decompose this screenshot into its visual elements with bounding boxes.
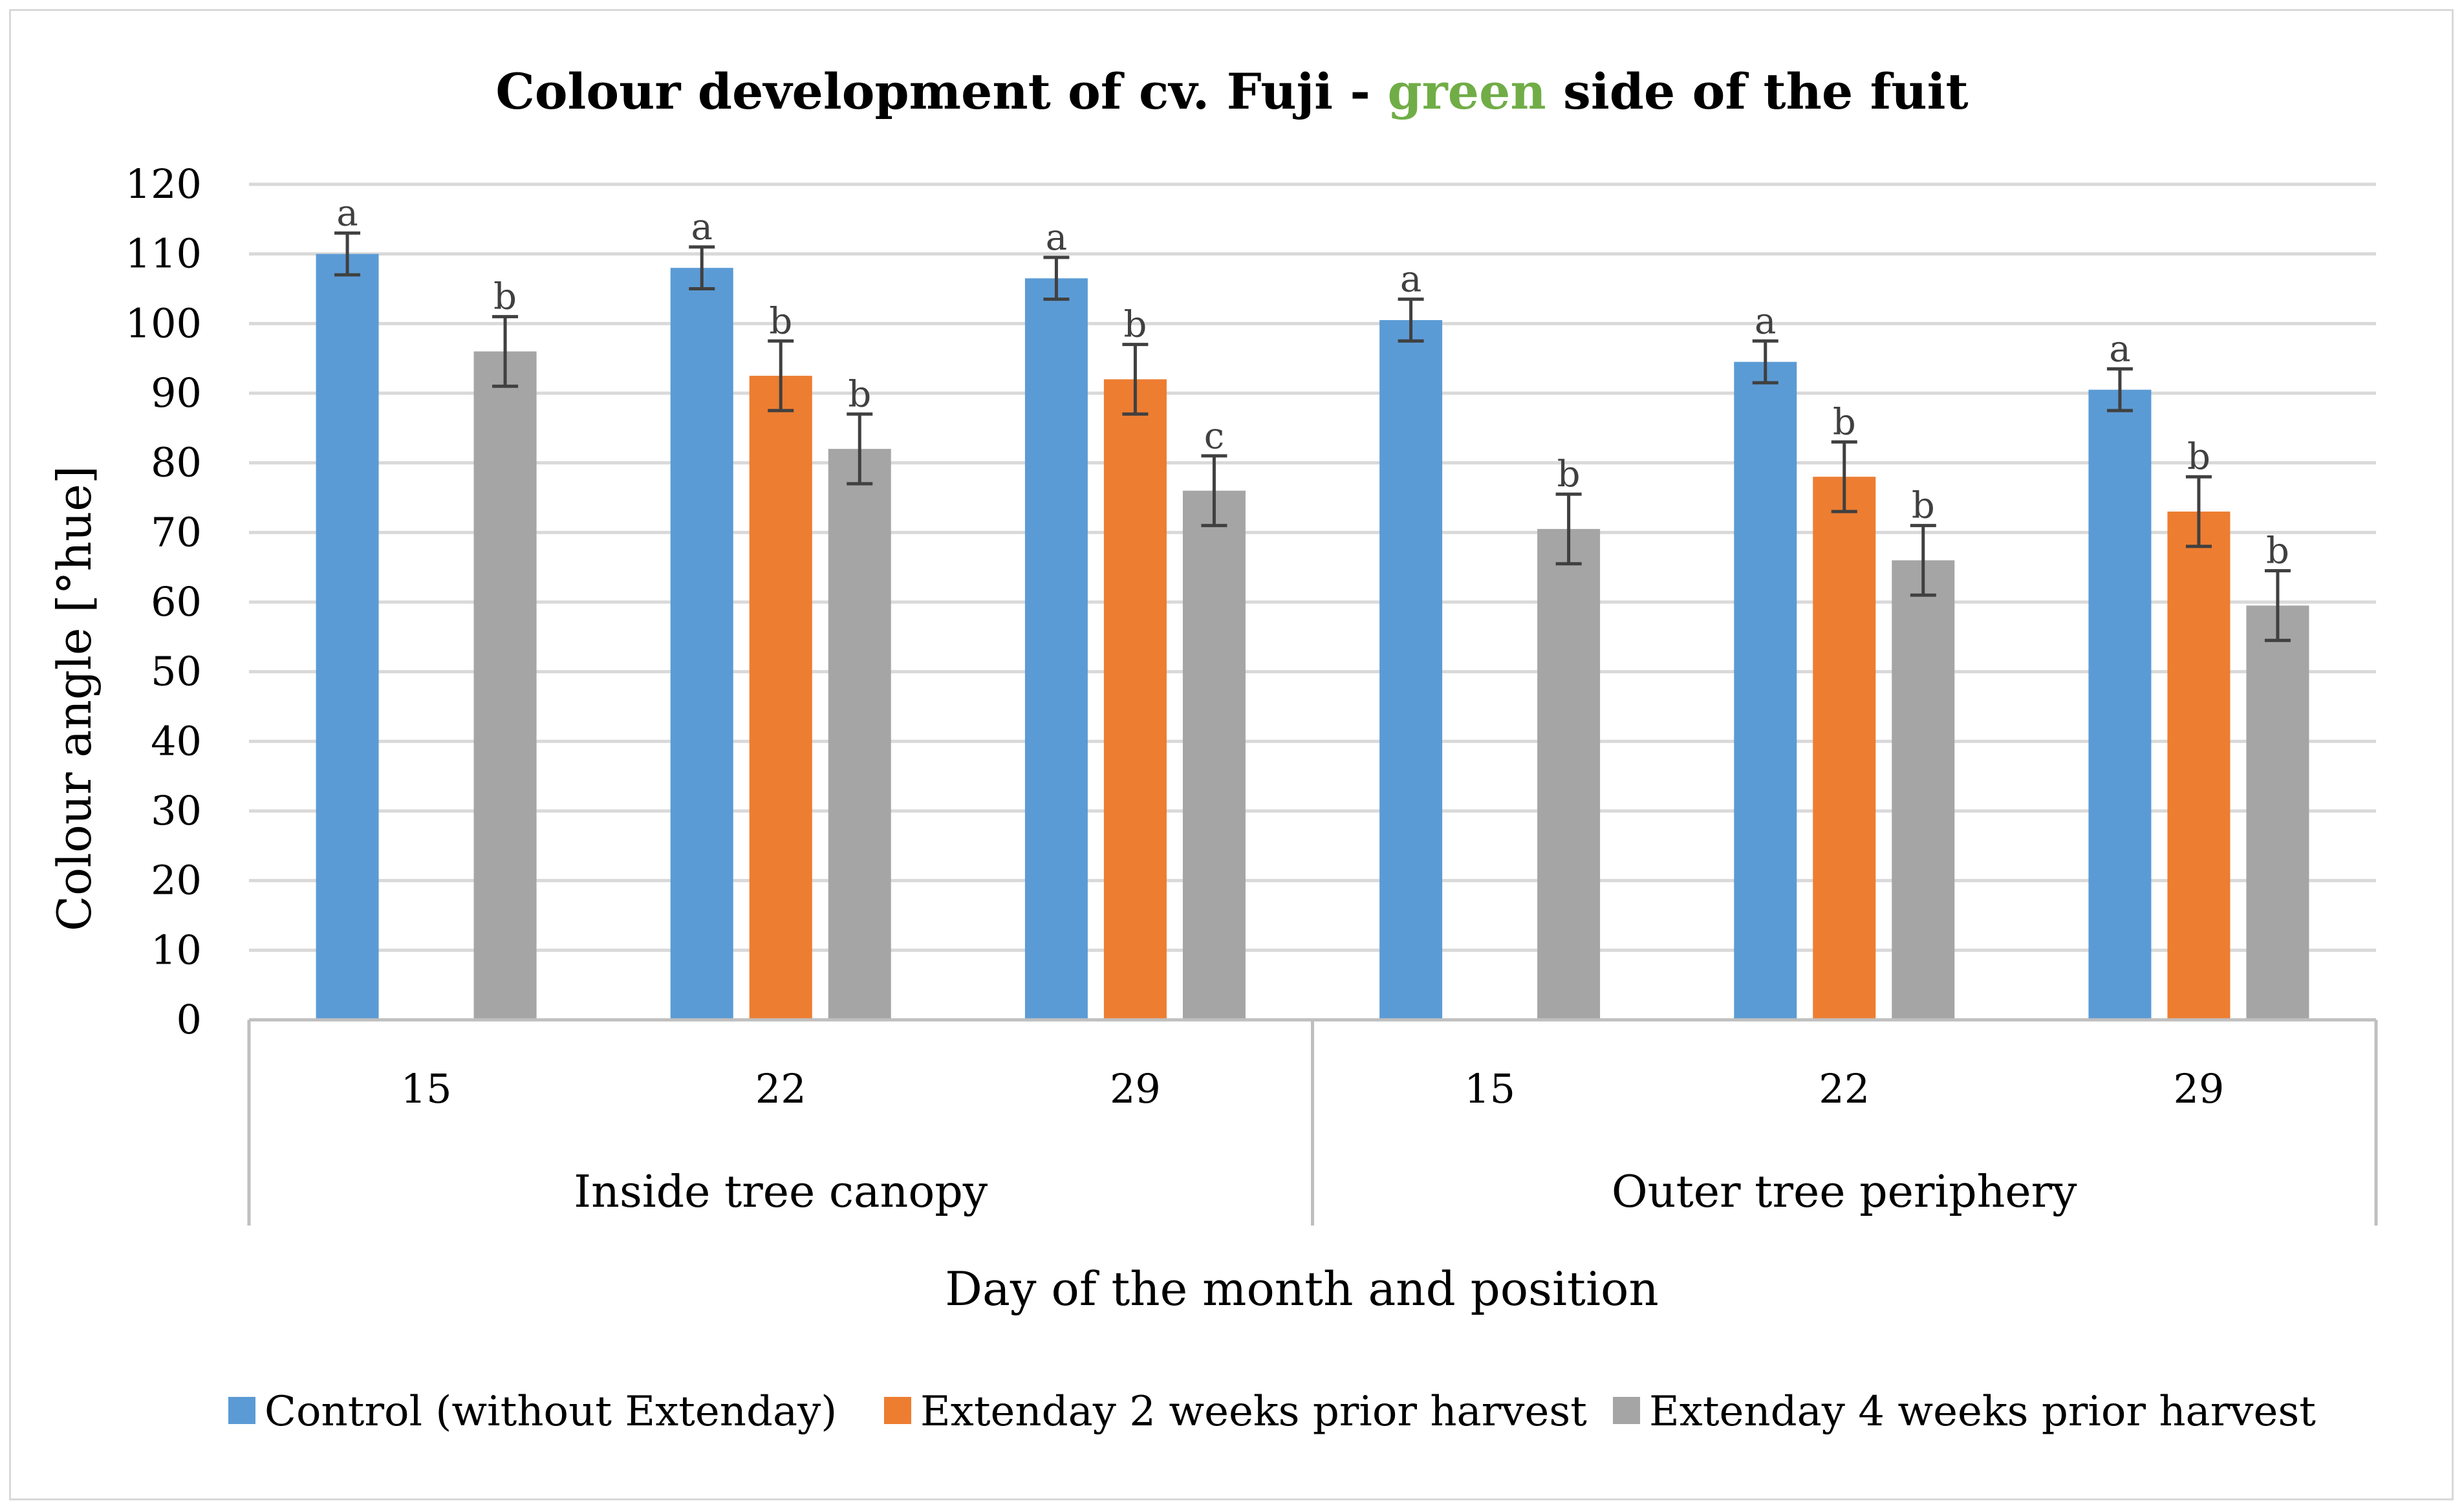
x-tick-label: 22 [755, 1065, 806, 1112]
bar [2088, 389, 2152, 1020]
legend-label: Extenday 2 weeks prior harvest [920, 1388, 1587, 1436]
significance-label: a [1400, 259, 1421, 301]
bar [1537, 528, 1601, 1020]
x-tick-label: 29 [1110, 1065, 1161, 1112]
bar [1813, 477, 1876, 1020]
y-tick-label: 100 [125, 299, 202, 347]
legend-label: Control (without Extenday) [265, 1388, 837, 1436]
legend: Control (without Extenday) Extenday 2 wee… [228, 1388, 2316, 1436]
group-label: Inside tree canopy [574, 1167, 988, 1218]
bar [1892, 560, 1955, 1020]
bar [473, 351, 537, 1020]
x-axis-title: Day of the month and position [945, 1262, 1658, 1316]
bar [1182, 490, 1246, 1020]
bar [1024, 278, 1088, 1021]
bars [316, 254, 2309, 1021]
x-tick-label: 29 [2173, 1065, 2224, 1112]
title-part-3: side of the fuit [1546, 63, 1969, 120]
bar [1734, 362, 1797, 1020]
title-accent-word: green [1387, 63, 1546, 120]
y-tick-label: 90 [151, 369, 202, 416]
significance-label: b [1123, 304, 1147, 346]
significance-label: a [691, 206, 713, 248]
y-tick-labels: 0 10 20 30 40 50 60 70 80 90 100 110 120 [125, 160, 202, 1043]
bar [670, 268, 733, 1021]
bar [749, 376, 812, 1020]
significance-label: b [848, 373, 871, 415]
significance-labels: a a a a a a b b b b b b c b b b [336, 192, 2289, 572]
y-tick-label: 120 [125, 160, 202, 208]
significance-label: a [2109, 328, 2130, 370]
significance-label: b [493, 276, 517, 318]
bar [1379, 319, 1443, 1021]
bar [2246, 605, 2309, 1020]
y-tick-label: 60 [151, 578, 202, 625]
y-axis-title: Colour angle [°hue] [47, 466, 102, 931]
significance-label: b [1912, 485, 1935, 527]
significance-label: b [2187, 436, 2210, 478]
significance-label: b [1833, 401, 1856, 443]
gridlines [249, 182, 2376, 1022]
significance-label: a [1046, 217, 1067, 259]
bar [2167, 512, 2231, 1020]
significance-label: b [1557, 453, 1581, 495]
group-label: Outer tree periphery [1612, 1167, 2077, 1218]
bar [1103, 379, 1167, 1020]
y-tick-label: 110 [125, 230, 202, 277]
x-tick-label: 15 [1464, 1065, 1515, 1112]
significance-label: c [1204, 415, 1224, 457]
chart-frame [9, 9, 2454, 1500]
x-tick-label: 15 [401, 1065, 452, 1112]
y-tick-label: 30 [151, 787, 202, 834]
legend-swatch [884, 1397, 911, 1424]
y-tick-label: 20 [151, 857, 202, 904]
legend-swatch [228, 1397, 255, 1424]
y-tick-label: 40 [151, 717, 202, 764]
y-tick-label: 80 [151, 439, 202, 486]
bar [828, 449, 891, 1020]
significance-label: a [336, 192, 358, 234]
x-axis: 15 22 29 15 22 29 Inside tree canopy Outer tree… [247, 1018, 2378, 1226]
title-part-1: Colour development of cv. Fuji - [495, 63, 1387, 120]
bar [316, 254, 379, 1021]
legend-swatch [1613, 1397, 1640, 1424]
y-tick-label: 70 [151, 508, 202, 556]
y-tick-label: 0 [177, 996, 202, 1043]
error-bars [334, 231, 2291, 642]
x-tick-label: 22 [1819, 1065, 1870, 1112]
significance-label: b [2266, 530, 2289, 572]
y-tick-label: 50 [151, 648, 202, 695]
chart-title: Colour development of cv. Fuji - green s… [495, 63, 1968, 120]
y-tick-label: 10 [151, 926, 202, 973]
legend-label: Extenday 4 weeks prior harvest [1649, 1388, 2316, 1436]
significance-label: b [769, 300, 792, 342]
significance-label: a [1755, 300, 1776, 342]
